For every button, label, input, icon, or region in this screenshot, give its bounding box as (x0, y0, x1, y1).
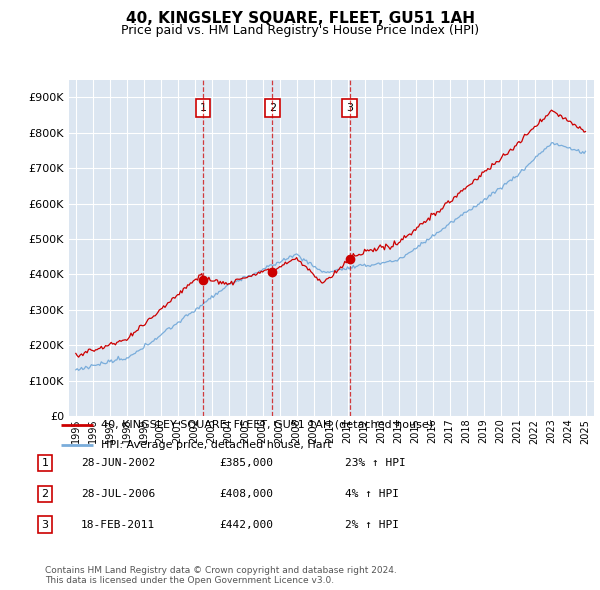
Text: 4% ↑ HPI: 4% ↑ HPI (345, 489, 399, 499)
Text: 18-FEB-2011: 18-FEB-2011 (81, 520, 155, 529)
Text: 40, KINGSLEY SQUARE, FLEET, GU51 1AH: 40, KINGSLEY SQUARE, FLEET, GU51 1AH (125, 11, 475, 25)
Text: 3: 3 (41, 520, 49, 529)
Text: 28-JUN-2002: 28-JUN-2002 (81, 458, 155, 468)
Text: 3: 3 (346, 103, 353, 113)
Text: HPI: Average price, detached house, Hart: HPI: Average price, detached house, Hart (101, 440, 331, 450)
Text: £442,000: £442,000 (219, 520, 273, 529)
Text: Price paid vs. HM Land Registry's House Price Index (HPI): Price paid vs. HM Land Registry's House … (121, 24, 479, 37)
Text: 28-JUL-2006: 28-JUL-2006 (81, 489, 155, 499)
Text: £385,000: £385,000 (219, 458, 273, 468)
Text: 1: 1 (200, 103, 206, 113)
Text: Contains HM Land Registry data © Crown copyright and database right 2024.
This d: Contains HM Land Registry data © Crown c… (45, 566, 397, 585)
Text: 2% ↑ HPI: 2% ↑ HPI (345, 520, 399, 529)
Text: 23% ↑ HPI: 23% ↑ HPI (345, 458, 406, 468)
Text: 2: 2 (41, 489, 49, 499)
Text: 1: 1 (41, 458, 49, 468)
Text: £408,000: £408,000 (219, 489, 273, 499)
Text: 2: 2 (269, 103, 276, 113)
Text: 40, KINGSLEY SQUARE, FLEET, GU51 1AH (detached house): 40, KINGSLEY SQUARE, FLEET, GU51 1AH (de… (101, 420, 433, 430)
